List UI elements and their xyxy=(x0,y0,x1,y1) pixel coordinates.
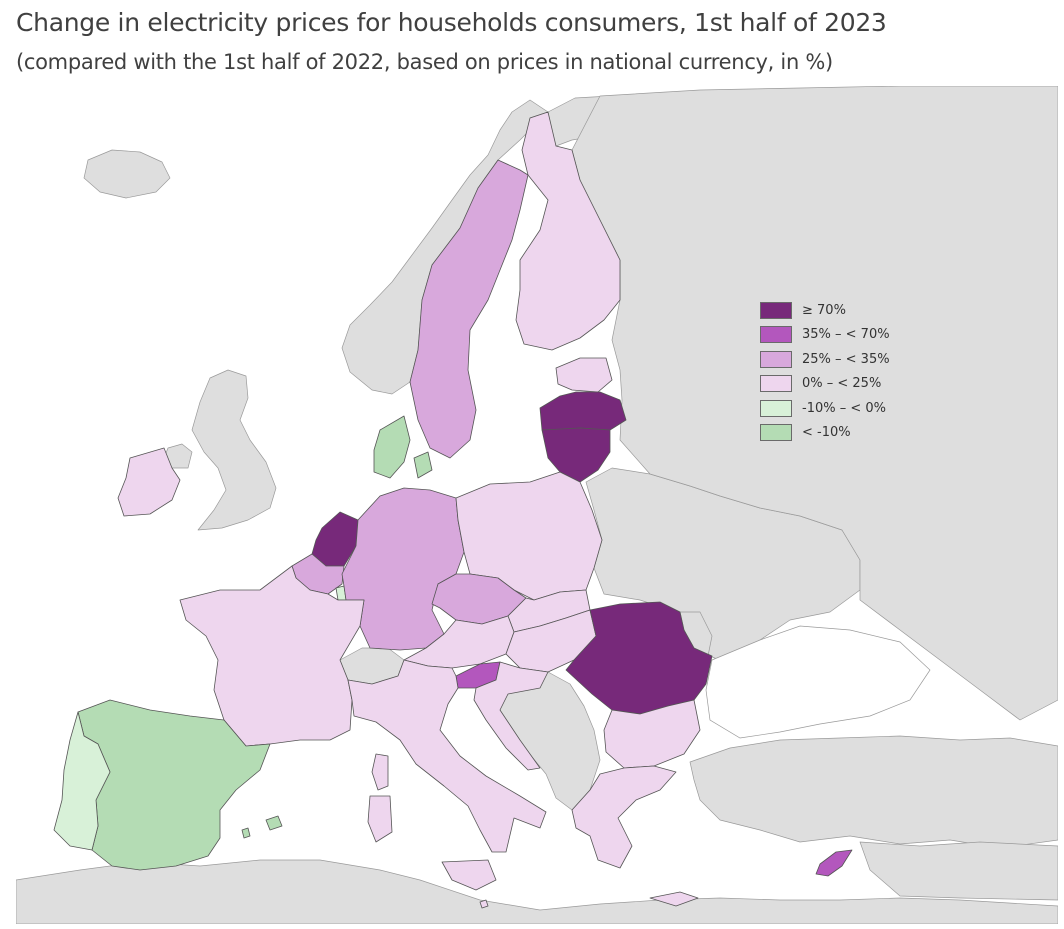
country-lithuania xyxy=(541,427,611,483)
country-middle-east xyxy=(859,841,1058,901)
country-sicily xyxy=(441,859,497,891)
country-balearic-islands xyxy=(241,815,283,839)
country-corsica xyxy=(371,753,389,791)
legend-swatch xyxy=(760,350,792,368)
country-estonia xyxy=(555,357,613,393)
legend-item: 35% – < 70% xyxy=(760,323,890,348)
country-sweden xyxy=(409,159,529,459)
legend-label: ≥ 70% xyxy=(802,302,846,318)
legend-swatch xyxy=(760,326,792,344)
country-sardinia xyxy=(367,795,393,843)
legend-label: -10% – < 0% xyxy=(802,400,886,416)
legend-item: -10% – < 0% xyxy=(760,396,890,421)
country-united-kingdom xyxy=(191,369,277,531)
country-iceland xyxy=(83,149,171,199)
country-portugal xyxy=(53,711,111,851)
country-croatia xyxy=(473,661,549,771)
legend-label: 25% – < 35% xyxy=(802,351,890,367)
country-romania xyxy=(565,601,713,715)
legend-item: 0% – < 25% xyxy=(760,372,890,397)
eu-countries xyxy=(53,111,853,909)
country-malta xyxy=(479,899,489,909)
country-greece xyxy=(571,765,699,907)
country-ireland xyxy=(117,447,181,517)
legend-label: 35% – < 70% xyxy=(802,327,890,343)
country-denmark xyxy=(373,415,433,479)
legend-label: < -10% xyxy=(802,425,851,441)
country-norway xyxy=(341,99,549,395)
chart-title: Change in electricity prices for househo… xyxy=(16,8,887,37)
legend: ≥ 70% 35% – < 70% 25% – < 35% 0% – < 25%… xyxy=(760,298,890,445)
legend-item: ≥ 70% xyxy=(760,298,890,323)
legend-swatch xyxy=(760,375,792,393)
legend-item: < -10% xyxy=(760,421,890,446)
legend-swatch xyxy=(760,301,792,319)
legend-swatch xyxy=(760,399,792,417)
country-cyprus xyxy=(815,849,853,877)
europe-map xyxy=(16,86,1058,924)
country-finland xyxy=(515,111,621,351)
country-italy xyxy=(347,659,547,853)
black-sea xyxy=(705,625,931,739)
non-eu-countries xyxy=(16,86,1058,924)
chart-subtitle: (compared with the 1st half of 2022, bas… xyxy=(16,50,833,74)
legend-item: 25% – < 35% xyxy=(760,347,890,372)
legend-label: 0% – < 25% xyxy=(802,376,882,392)
country-north-africa xyxy=(16,859,1058,924)
legend-swatch xyxy=(760,424,792,442)
country-bulgaria xyxy=(603,699,701,769)
